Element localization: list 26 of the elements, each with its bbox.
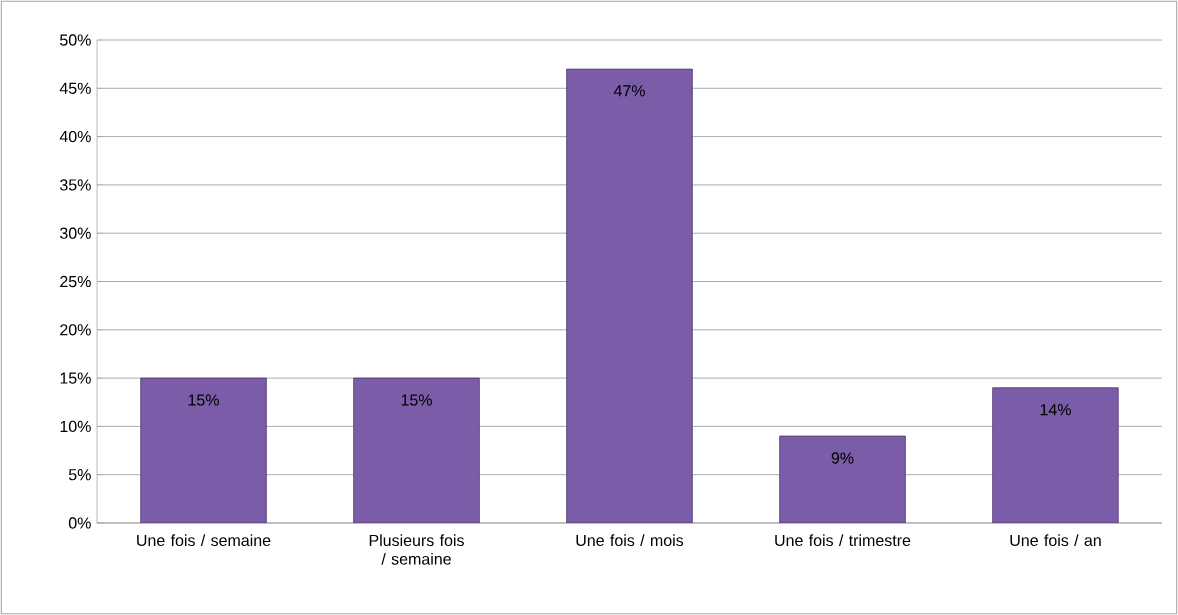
x-tick-label: Plusieurs fois / semaine bbox=[369, 534, 464, 565]
bar bbox=[566, 68, 693, 523]
y-tick-label: 40% bbox=[59, 130, 91, 143]
x-tick-label: Une fois / mois bbox=[576, 534, 684, 547]
y-tick-label: 35% bbox=[59, 179, 91, 191]
bar bbox=[140, 377, 267, 523]
y-tick-label: 15% bbox=[60, 372, 91, 384]
y-tick-label: 10% bbox=[60, 420, 91, 433]
y-tick-label: 20% bbox=[60, 324, 91, 336]
y-tick-label: 0% bbox=[68, 517, 91, 529]
bar bbox=[353, 377, 480, 523]
bar bbox=[992, 387, 1119, 523]
data-label: 15% bbox=[188, 394, 219, 406]
y-tick-label: 25% bbox=[60, 275, 91, 288]
x-tick-label: Une fois / trimestre bbox=[775, 534, 911, 547]
x-tick-label: Une fois / an bbox=[1010, 534, 1101, 547]
data-label: 15% bbox=[401, 394, 432, 406]
y-tick-label: 50% bbox=[60, 34, 91, 46]
y-tick-label: 30% bbox=[59, 227, 91, 239]
x-tick-label: Une fois / semaine bbox=[137, 534, 271, 547]
data-label: 9% bbox=[831, 452, 854, 464]
data-label: 14% bbox=[1040, 404, 1071, 416]
bar bbox=[779, 435, 906, 523]
y-tick-label: 5% bbox=[68, 469, 91, 481]
y-tick-label: 45% bbox=[59, 82, 91, 94]
data-label: 47% bbox=[613, 85, 645, 97]
